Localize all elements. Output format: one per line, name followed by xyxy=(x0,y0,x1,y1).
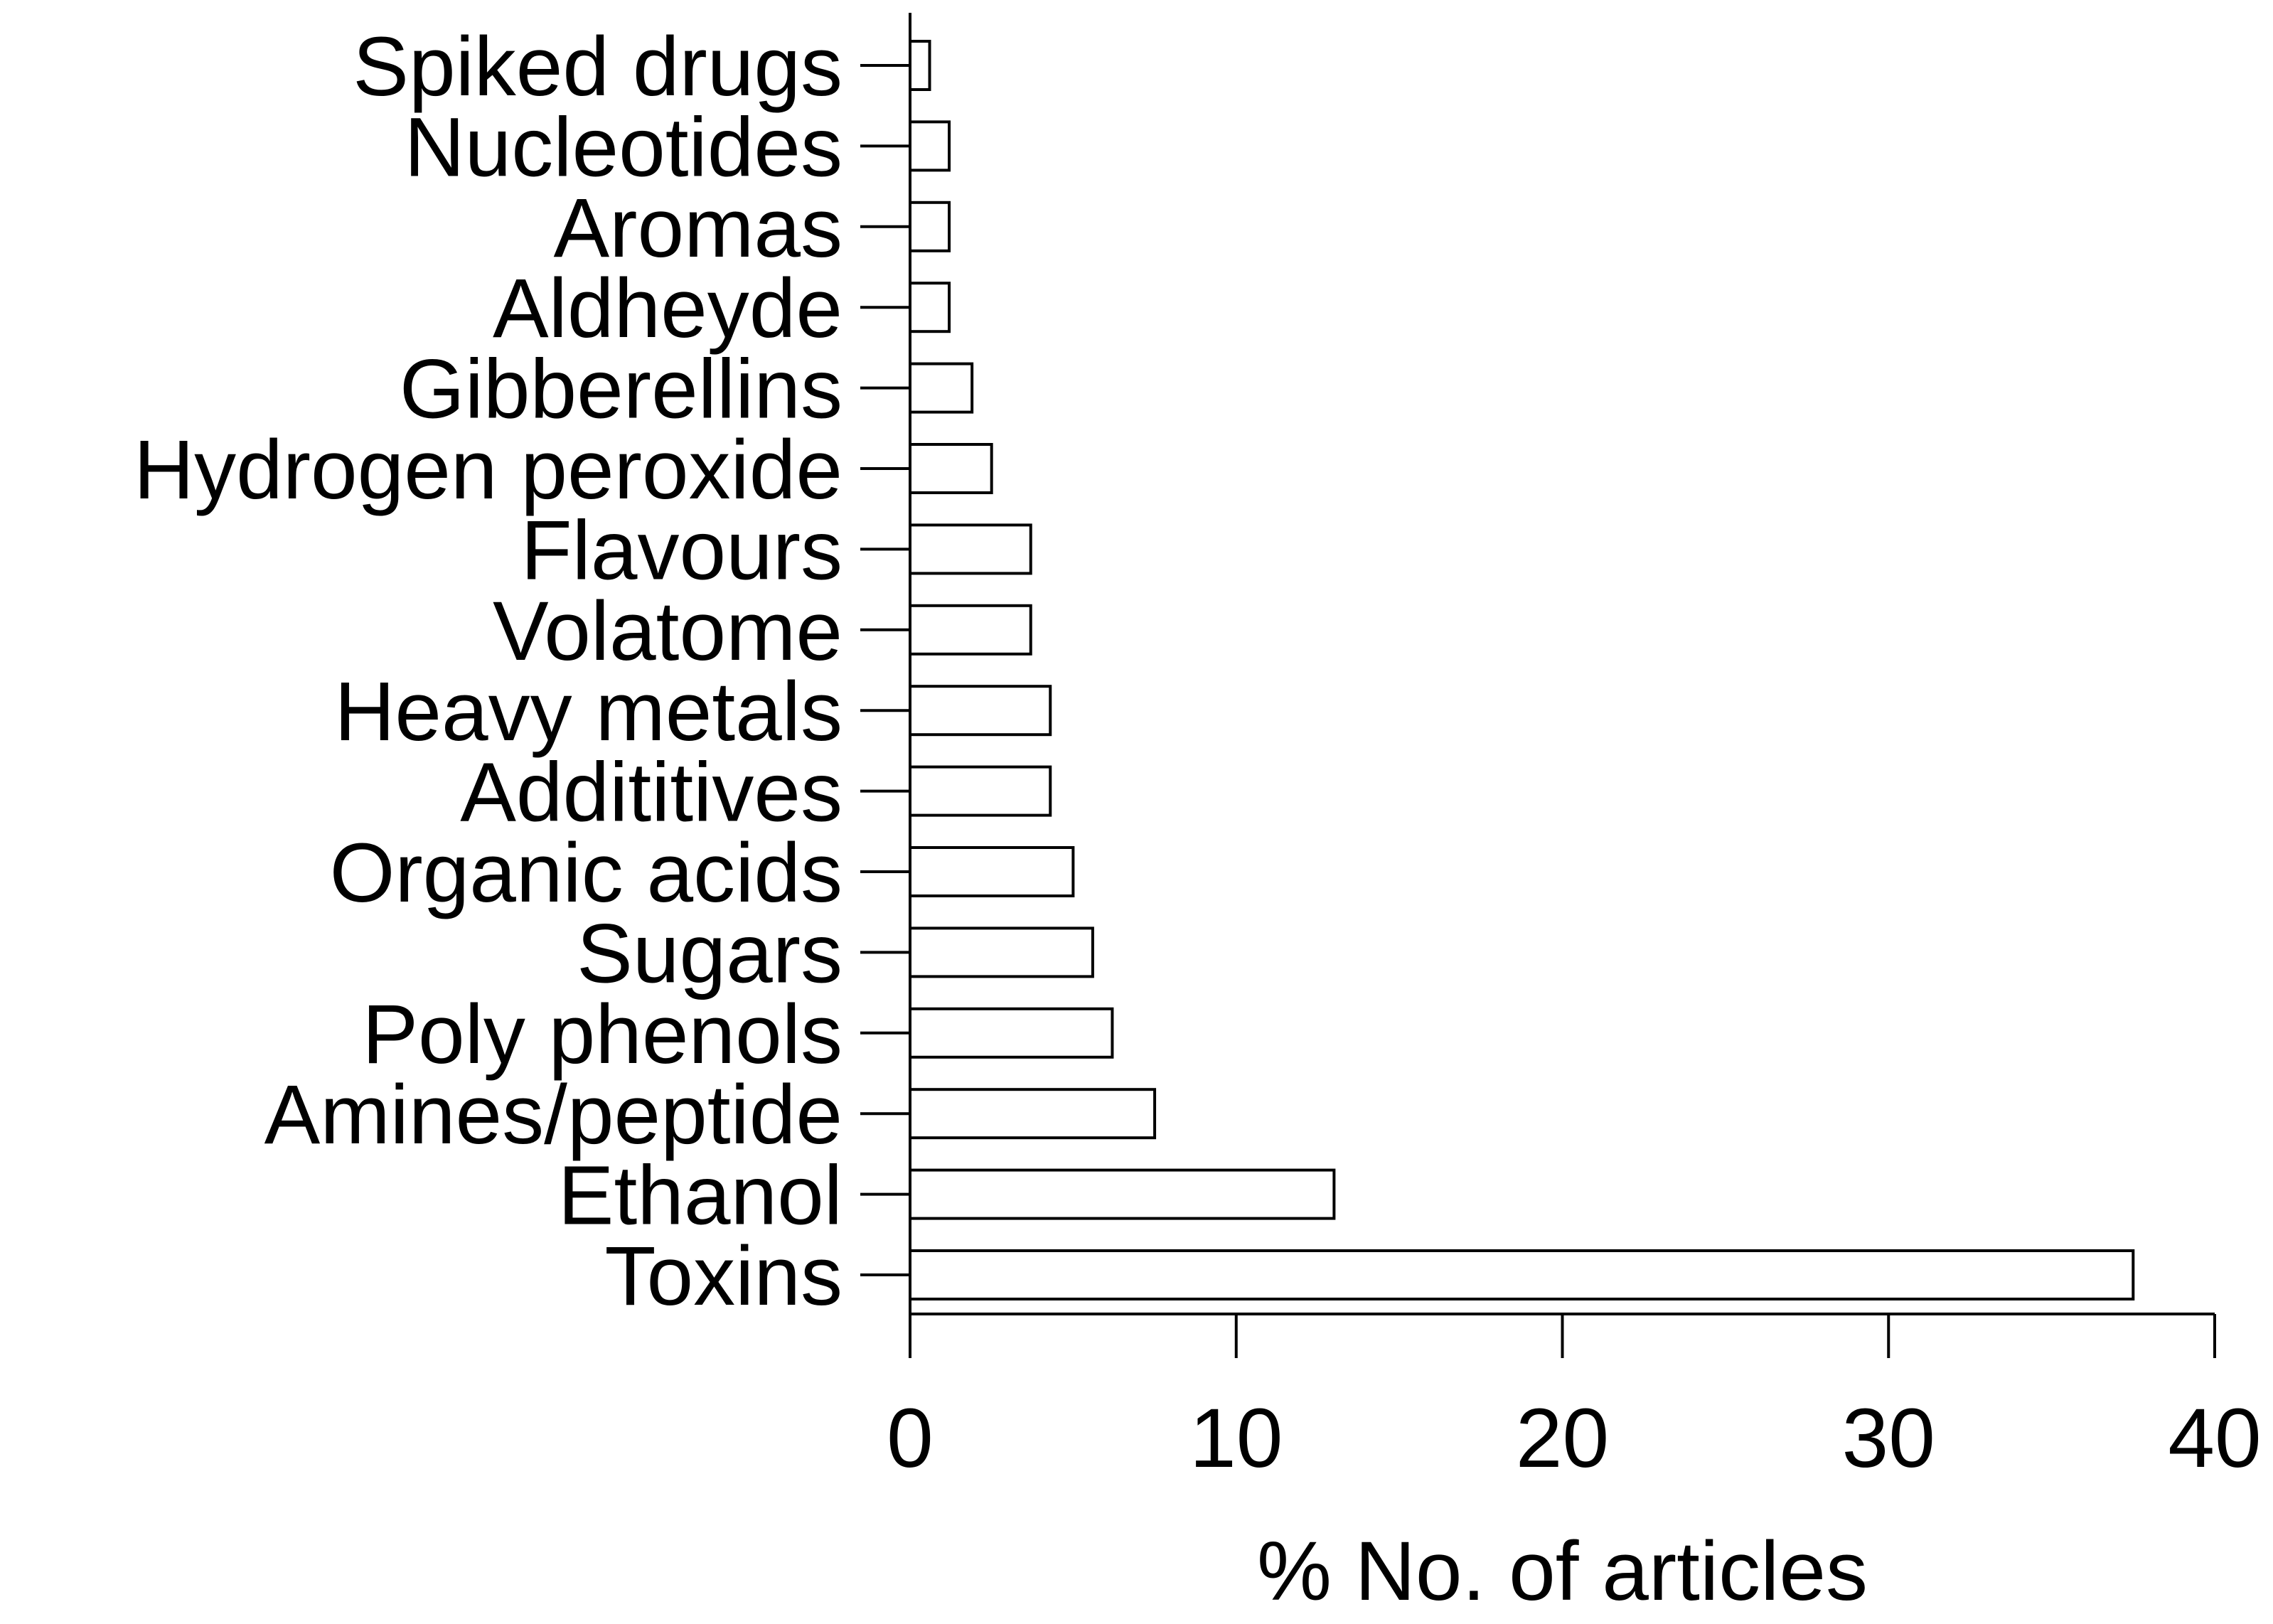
bar xyxy=(909,1088,1157,1140)
bar xyxy=(909,685,1052,737)
x-tick-label: 30 xyxy=(1842,1391,1935,1485)
bar xyxy=(909,120,951,172)
category-label: Addititives xyxy=(460,746,843,840)
bars-layer xyxy=(909,40,2135,1300)
bar xyxy=(909,926,1094,978)
category-label: Poly phenols xyxy=(362,988,843,1081)
bar xyxy=(909,765,1052,817)
category-label: Toxins xyxy=(605,1229,843,1323)
x-tick-label: 40 xyxy=(2168,1391,2261,1485)
category-label: Flavours xyxy=(521,503,843,597)
x-tick-label: 0 xyxy=(887,1391,934,1485)
category-label: Aldheyde xyxy=(493,262,843,356)
category-label: Hydrogen peroxide xyxy=(134,423,843,517)
bar xyxy=(909,282,951,333)
x-axis-title: % No. of articles xyxy=(1257,1524,1868,1618)
bar xyxy=(909,443,993,494)
bar xyxy=(909,362,974,414)
bar xyxy=(909,1007,1114,1059)
category-labels: Spiked drugsNucleotidesAromasAldheydeGib… xyxy=(134,20,910,1323)
bar xyxy=(909,40,931,91)
bar xyxy=(909,201,951,252)
category-label: Amines/peptide xyxy=(264,1068,843,1162)
category-label: Nucleotides xyxy=(404,100,843,194)
category-label: Aromas xyxy=(553,181,843,275)
x-tick-label: 20 xyxy=(1516,1391,1609,1485)
bar xyxy=(909,604,1032,656)
x-tick-label: 10 xyxy=(1189,1391,1283,1485)
bar xyxy=(909,846,1075,897)
category-label: Ethanol xyxy=(558,1149,843,1243)
category-label: Organic acids xyxy=(330,826,843,920)
category-label: Heavy metals xyxy=(334,665,843,759)
bar xyxy=(909,1249,2135,1300)
category-label: Volatome xyxy=(493,584,843,678)
axes: 0 10 20 30 40 xyxy=(887,13,2262,1485)
category-label: Gibberellins xyxy=(400,343,843,437)
category-label: Sugars xyxy=(577,907,843,1000)
category-label: Spiked drugs xyxy=(353,20,843,114)
bar xyxy=(909,523,1032,575)
bar xyxy=(909,1168,1336,1220)
